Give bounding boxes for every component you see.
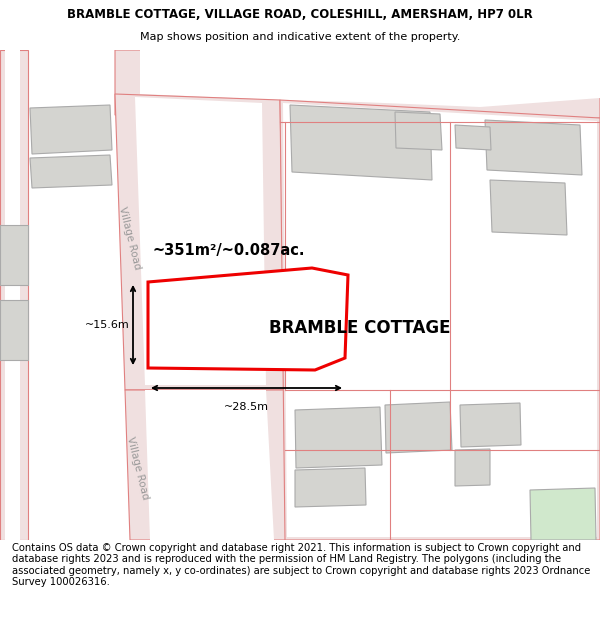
Text: ~15.6m: ~15.6m bbox=[85, 320, 130, 330]
Polygon shape bbox=[395, 112, 442, 150]
Polygon shape bbox=[5, 50, 20, 540]
Text: Map shows position and indicative extent of the property.: Map shows position and indicative extent… bbox=[140, 32, 460, 43]
Text: ~28.5m: ~28.5m bbox=[224, 402, 269, 412]
Polygon shape bbox=[283, 103, 597, 537]
Polygon shape bbox=[485, 120, 582, 175]
Polygon shape bbox=[30, 105, 112, 154]
Text: Village Road: Village Road bbox=[125, 436, 151, 501]
Polygon shape bbox=[140, 50, 600, 107]
Polygon shape bbox=[490, 180, 567, 235]
Polygon shape bbox=[455, 449, 490, 486]
Text: Village Road: Village Road bbox=[118, 206, 143, 271]
Polygon shape bbox=[145, 390, 274, 540]
Text: BRAMBLE COTTAGE: BRAMBLE COTTAGE bbox=[269, 319, 451, 337]
Polygon shape bbox=[295, 407, 382, 468]
Polygon shape bbox=[0, 300, 28, 360]
Polygon shape bbox=[30, 155, 112, 188]
Text: ~351m²/~0.087ac.: ~351m²/~0.087ac. bbox=[152, 243, 305, 258]
Polygon shape bbox=[0, 225, 28, 285]
Polygon shape bbox=[290, 105, 432, 180]
Polygon shape bbox=[460, 403, 521, 447]
Text: BRAMBLE COTTAGE, VILLAGE ROAD, COLESHILL, AMERSHAM, HP7 0LR: BRAMBLE COTTAGE, VILLAGE ROAD, COLESHILL… bbox=[67, 9, 533, 21]
Polygon shape bbox=[385, 402, 452, 453]
Polygon shape bbox=[280, 100, 600, 540]
Polygon shape bbox=[148, 268, 348, 370]
Polygon shape bbox=[455, 125, 491, 150]
Polygon shape bbox=[115, 50, 600, 128]
Polygon shape bbox=[115, 94, 285, 390]
Polygon shape bbox=[530, 488, 596, 540]
Text: Contains OS data © Crown copyright and database right 2021. This information is : Contains OS data © Crown copyright and d… bbox=[12, 542, 590, 588]
Polygon shape bbox=[135, 97, 266, 385]
Polygon shape bbox=[0, 50, 28, 540]
Polygon shape bbox=[125, 390, 295, 540]
Polygon shape bbox=[295, 468, 366, 507]
